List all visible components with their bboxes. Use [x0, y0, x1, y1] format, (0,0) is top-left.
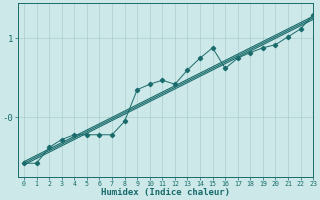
X-axis label: Humidex (Indice chaleur): Humidex (Indice chaleur): [101, 188, 230, 197]
